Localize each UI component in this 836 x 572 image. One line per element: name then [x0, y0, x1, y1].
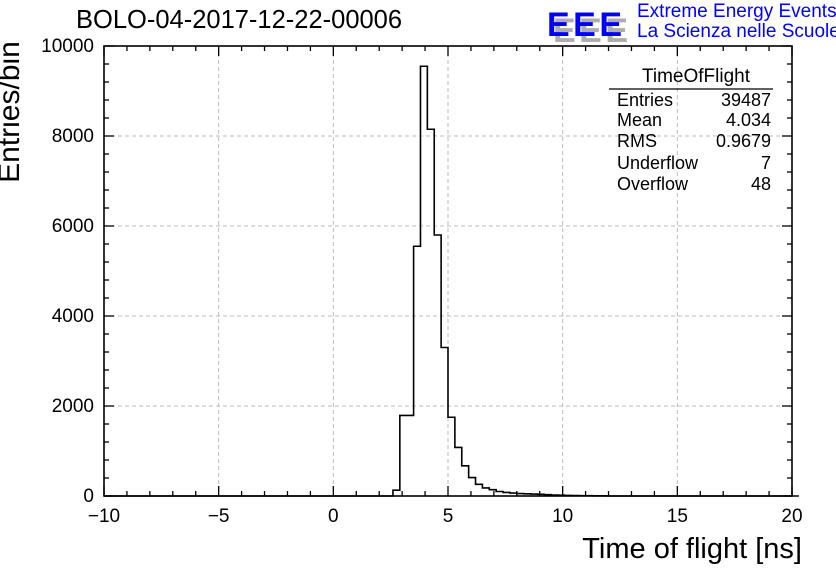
svg-text:Extreme Energy Events: Extreme Energy Events	[637, 1, 836, 22]
svg-text:Entries: Entries	[617, 90, 673, 110]
svg-text:Overflow: Overflow	[617, 174, 689, 194]
svg-text:La Scienza nelle Scuole: La Scienza nelle Scuole	[637, 21, 836, 42]
svg-text:TimeOfFlight: TimeOfFlight	[642, 66, 751, 87]
svg-text:RMS: RMS	[617, 131, 657, 151]
svg-text:48: 48	[751, 174, 771, 194]
svg-text:Underflow: Underflow	[617, 153, 699, 173]
svg-text:6000: 6000	[52, 216, 94, 237]
svg-text:Time of flight [ns]: Time of flight [ns]	[582, 533, 802, 565]
svg-text:Entries/bin: Entries/bin	[0, 41, 26, 183]
svg-text:0: 0	[83, 486, 94, 507]
svg-text:0: 0	[328, 506, 339, 527]
svg-text:39487: 39487	[721, 90, 771, 110]
svg-text:−10: −10	[88, 506, 120, 527]
svg-text:4000: 4000	[52, 306, 94, 327]
svg-text:4.034: 4.034	[726, 110, 771, 130]
svg-text:10000: 10000	[41, 36, 94, 57]
svg-text:2000: 2000	[52, 396, 94, 417]
svg-text:5: 5	[443, 506, 454, 527]
svg-text:−5: −5	[208, 506, 230, 527]
svg-text:20: 20	[781, 506, 802, 527]
svg-text:Mean: Mean	[617, 110, 662, 130]
svg-text:EEE: EEE	[547, 6, 626, 44]
svg-text:0.9679: 0.9679	[716, 131, 771, 151]
svg-text:10: 10	[552, 506, 573, 527]
svg-text:7: 7	[761, 153, 771, 173]
svg-text:8000: 8000	[52, 126, 94, 147]
svg-text:15: 15	[667, 506, 688, 527]
